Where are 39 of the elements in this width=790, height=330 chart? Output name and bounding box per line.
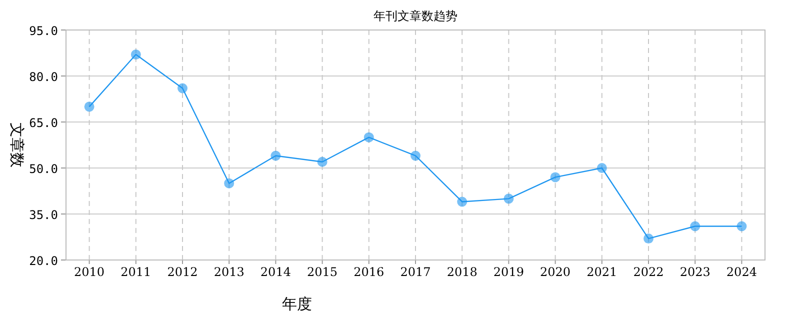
point: [178, 83, 188, 94]
x-tick-label: 2021: [586, 265, 618, 279]
point: [224, 178, 234, 188]
x-tick-label: 2011: [120, 265, 152, 279]
x-axis-title: 年度: [282, 295, 312, 313]
x-tick-label: 2020: [540, 265, 571, 279]
y-tick-label: 20.0: [29, 254, 58, 268]
point: [410, 150, 420, 161]
y-tick-label: 65.0: [29, 116, 58, 130]
point: [736, 221, 747, 232]
x-tick-label: 2013: [214, 265, 244, 279]
point: [84, 102, 94, 112]
x-tick-label: 2022: [633, 265, 664, 279]
point: [596, 163, 607, 173]
x-tick-label: 2014: [260, 265, 292, 279]
point: [317, 156, 328, 167]
point: [550, 172, 560, 182]
x-tick-label: 2012: [167, 265, 198, 279]
y-axis-title: 文章数: [8, 122, 26, 168]
x-tick-label: 2024: [726, 265, 758, 279]
point: [457, 196, 468, 207]
chart-title: 年刊文章数趋势: [374, 9, 458, 23]
point: [644, 234, 654, 244]
y-tick-label: 95.0: [29, 24, 58, 38]
x-tick-label: 2015: [307, 265, 338, 279]
x-tick-label: 2010: [74, 265, 105, 279]
point: [690, 221, 700, 232]
point: [364, 132, 374, 142]
x-tick-label: 2016: [354, 265, 384, 279]
y-tick-label: 80.0: [29, 70, 58, 84]
x-tick-label: 2017: [400, 265, 431, 279]
point: [504, 194, 514, 204]
x-tick-label: 2023: [680, 265, 710, 279]
y-tick-label: 50.0: [29, 162, 58, 176]
point: [270, 150, 281, 161]
x-tick-label: 2019: [493, 265, 524, 279]
y-tick-label: 35.0: [29, 208, 58, 222]
x-tick-label: 2018: [446, 265, 478, 279]
point: [130, 50, 141, 60]
